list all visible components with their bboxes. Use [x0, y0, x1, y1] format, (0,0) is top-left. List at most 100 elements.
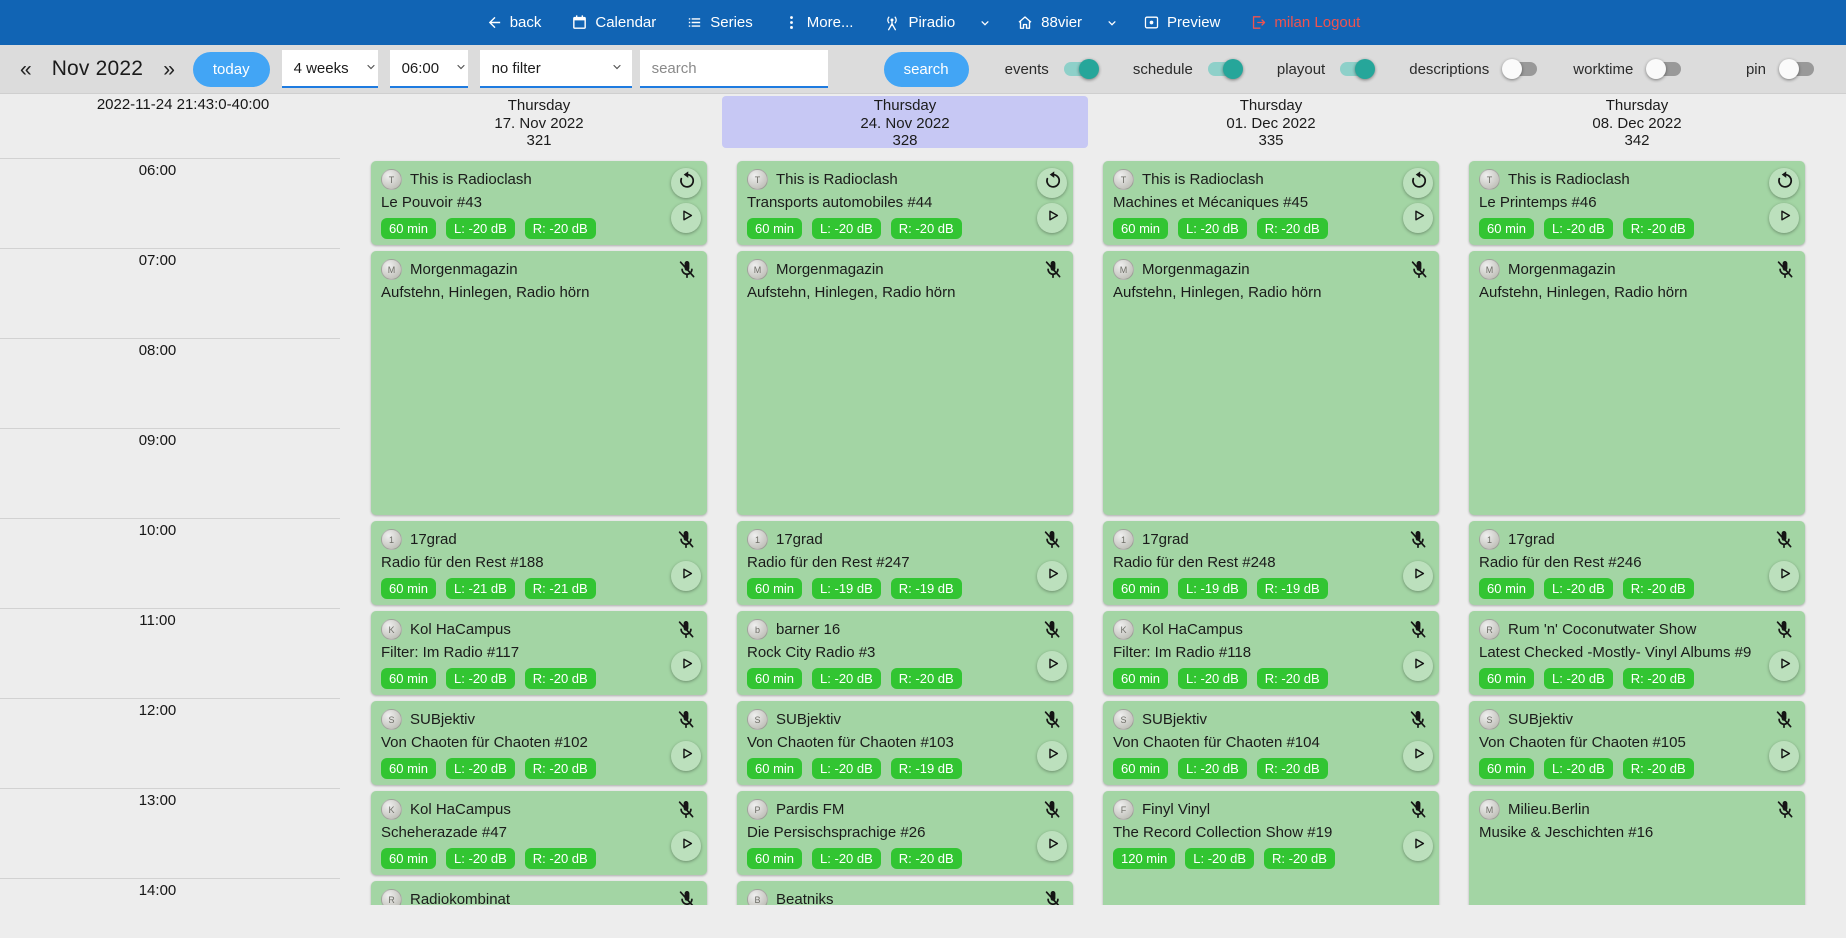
mic-off-toggle[interactable] — [1404, 528, 1432, 556]
mic-off-toggle[interactable] — [672, 528, 700, 556]
prev-month-button[interactable]: « — [20, 57, 32, 81]
event-card[interactable]: R Radiokombinat — [371, 881, 707, 905]
play-button[interactable] — [1037, 831, 1067, 861]
play-button[interactable] — [671, 203, 701, 233]
play-button[interactable] — [1769, 741, 1799, 771]
mic-off-toggle[interactable] — [672, 618, 700, 646]
mic-off-toggle[interactable] — [1770, 618, 1798, 646]
event-card[interactable]: T This is Radioclash Le Pouvoir #43 60 min L… — [371, 161, 707, 245]
pin-switch[interactable] — [1779, 59, 1816, 79]
repeat-button[interactable] — [1769, 168, 1799, 198]
event-card[interactable]: M Morgenmagazin Aufstehn, Hinlegen, Radio … — [1469, 251, 1805, 515]
mic-off-toggle[interactable] — [1404, 798, 1432, 826]
logout-button[interactable]: milan Logout — [1250, 14, 1360, 31]
day-header[interactable]: Thursday 08. Dec 2022 342 — [1454, 96, 1820, 149]
repeat-button[interactable] — [1403, 168, 1433, 198]
mic-off-toggle[interactable] — [1039, 888, 1067, 905]
schedule-switch[interactable] — [1206, 59, 1243, 79]
play-button[interactable] — [671, 741, 701, 771]
range-select[interactable]: 4 weeks — [281, 50, 378, 88]
playout-switch[interactable] — [1338, 59, 1376, 79]
channel-menu[interactable]: 88vier — [1016, 14, 1116, 32]
filter-select[interactable]: no filter — [479, 50, 632, 88]
play-button[interactable] — [1403, 561, 1433, 591]
event-card[interactable]: S SUBjektiv Von Chaoten für Chaoten #102 60… — [371, 701, 707, 785]
station-menu[interactable]: Piradio — [883, 14, 989, 32]
back-button[interactable]: back — [486, 14, 541, 31]
event-card[interactable]: B Beatniks — [737, 881, 1073, 905]
start-time-select[interactable]: 06:00 — [389, 50, 468, 88]
mic-off-toggle[interactable] — [1771, 258, 1799, 286]
play-button[interactable] — [1037, 651, 1067, 681]
event-card[interactable]: 1 17grad Radio für den Rest #246 60 min L: -… — [1469, 521, 1805, 605]
play-button[interactable] — [1403, 831, 1433, 861]
mic-off-toggle[interactable] — [1405, 258, 1433, 286]
event-card[interactable]: M Morgenmagazin Aufstehn, Hinlegen, Radio … — [737, 251, 1073, 515]
event-card[interactable]: M Milieu.Berlin Musike & Jeschichten #16 — [1469, 791, 1805, 905]
play-button[interactable] — [1769, 203, 1799, 233]
play-button[interactable] — [1403, 203, 1433, 233]
mic-off-toggle[interactable] — [673, 888, 701, 905]
event-card[interactable]: K Kol HaCampus Scheherazade #47 60 min L: -2… — [371, 791, 707, 875]
event-card[interactable]: M Morgenmagazin Aufstehn, Hinlegen, Radio … — [371, 251, 707, 515]
worktime-switch[interactable] — [1646, 59, 1683, 79]
event-card[interactable]: R Rum 'n' Coconutwater Show Latest Checked… — [1469, 611, 1805, 695]
play-button[interactable] — [1769, 651, 1799, 681]
mic-off-toggle[interactable] — [672, 708, 700, 736]
event-card[interactable]: b barner 16 Rock City Radio #3 60 min L: -20… — [737, 611, 1073, 695]
event-card[interactable]: F Finyl Vinyl The Record Collection Show #… — [1103, 791, 1439, 905]
event-card[interactable]: 1 17grad Radio für den Rest #188 60 min L: -… — [371, 521, 707, 605]
nav-calendar[interactable]: Calendar — [571, 14, 656, 31]
play-button[interactable] — [1769, 561, 1799, 591]
day-header[interactable]: Thursday 17. Nov 2022 321 — [356, 96, 722, 149]
preview-button[interactable]: Preview — [1143, 14, 1220, 31]
mic-off-toggle[interactable] — [1038, 618, 1066, 646]
play-button[interactable] — [1037, 561, 1067, 591]
play-button[interactable] — [1403, 651, 1433, 681]
chevron-down-icon[interactable] — [978, 16, 992, 30]
nav-more[interactable]: More... — [783, 14, 853, 31]
day-header[interactable]: Thursday 01. Dec 2022 335 — [1088, 96, 1454, 149]
event-card[interactable]: M Morgenmagazin Aufstehn, Hinlegen, Radio … — [1103, 251, 1439, 515]
mic-off-toggle[interactable] — [672, 798, 700, 826]
today-button[interactable]: today — [192, 51, 270, 87]
play-button[interactable] — [1403, 741, 1433, 771]
event-card[interactable]: S SUBjektiv Von Chaoten für Chaoten #103 60… — [737, 701, 1073, 785]
mic-off-toggle[interactable] — [1038, 708, 1066, 736]
repeat-button[interactable] — [671, 168, 701, 198]
calendar-grid[interactable]: 06:00 07:00 08:00 09:00 10:00 11:00 12:00 13:00… — [0, 150, 1846, 905]
event-card[interactable]: T This is Radioclash Machines et Mécanique… — [1103, 161, 1439, 245]
event-card[interactable]: T This is Radioclash Transports automobile… — [737, 161, 1073, 245]
repeat-button[interactable] — [1037, 168, 1067, 198]
event-card[interactable]: 1 17grad Radio für den Rest #247 60 min L: -… — [737, 521, 1073, 605]
event-card[interactable]: S SUBjektiv Von Chaoten für Chaoten #104 60… — [1103, 701, 1439, 785]
event-card[interactable]: S SUBjektiv Von Chaoten für Chaoten #105 60… — [1469, 701, 1805, 785]
play-button[interactable] — [1037, 203, 1067, 233]
mic-off-toggle[interactable] — [1770, 528, 1798, 556]
mic-off-toggle[interactable] — [1038, 528, 1066, 556]
mic-off-toggle[interactable] — [1039, 258, 1067, 286]
mic-off-toggle[interactable] — [1770, 708, 1798, 736]
day-header[interactable]: Thursday 24. Nov 2022 328 — [722, 96, 1088, 149]
mic-off-toggle[interactable] — [673, 258, 701, 286]
event-card[interactable]: T This is Radioclash Le Printemps #46 60 mi… — [1469, 161, 1805, 245]
play-button[interactable] — [1037, 741, 1067, 771]
events-switch[interactable] — [1062, 59, 1099, 79]
play-button[interactable] — [671, 831, 701, 861]
chevron-down-icon[interactable] — [1105, 16, 1119, 30]
event-card[interactable]: K Kol HaCampus Filter: Im Radio #118 60 min… — [1103, 611, 1439, 695]
mic-off-toggle[interactable] — [1771, 798, 1799, 826]
search-button[interactable]: search — [883, 51, 969, 87]
nav-series[interactable]: Series — [686, 14, 753, 31]
search-input[interactable] — [639, 50, 828, 88]
mic-off-toggle[interactable] — [1038, 798, 1066, 826]
mic-off-toggle[interactable] — [1404, 618, 1432, 646]
play-button[interactable] — [671, 651, 701, 681]
event-card[interactable]: 1 17grad Radio für den Rest #248 60 min L: -… — [1103, 521, 1439, 605]
mic-off-toggle[interactable] — [1404, 708, 1432, 736]
event-card[interactable]: P Pardis FM Die Persischsprachige #26 60 mi… — [737, 791, 1073, 875]
next-month-button[interactable]: » — [163, 57, 175, 81]
play-button[interactable] — [671, 561, 701, 591]
descriptions-switch[interactable] — [1502, 59, 1539, 79]
event-card[interactable]: K Kol HaCampus Filter: Im Radio #117 60 min… — [371, 611, 707, 695]
